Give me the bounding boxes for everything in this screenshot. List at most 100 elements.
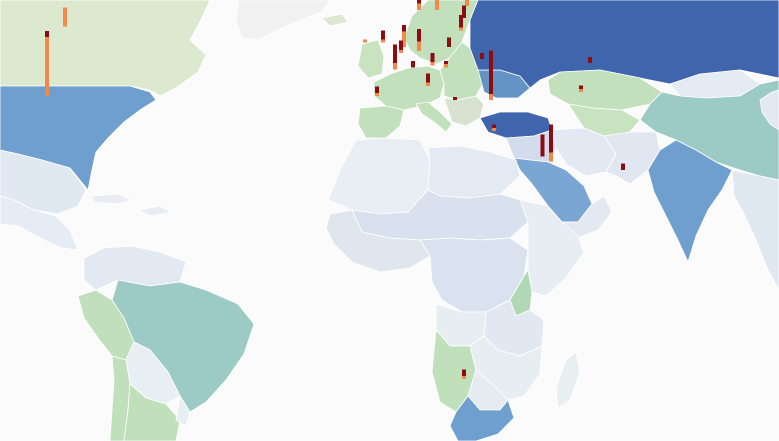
bar-ireland-secondary [363,39,367,43]
bar-turkey-primary [489,50,493,94]
bar-baltic-primary [459,14,463,28]
bar-france-secondary [393,63,397,70]
bar-sweden-secondary [435,0,439,10]
bar-ukraine-primary [480,52,484,60]
bar-usa-primary [45,30,49,38]
bar-israel-secondary [492,127,496,131]
bar-finland[interactable] [465,0,469,6]
region-uk-ireland[interactable] [357,39,385,79]
bar-austria-secondary [430,62,435,66]
bar-netherlands-secondary [402,31,406,47]
bar-south-africa[interactable] [462,369,466,379]
bar-turkey-secondary [489,93,493,101]
bar-italy[interactable] [426,73,430,86]
bar-canada[interactable] [63,7,67,27]
bar-spain-primary [375,86,379,93]
bar-italy-primary [426,73,430,83]
bar-india-primary [621,163,625,170]
bar-austria-primary [430,52,435,63]
bars-layer [45,0,625,379]
bar-uzbekistan[interactable] [579,85,583,92]
region-iberia[interactable] [357,105,405,139]
bar-qatar[interactable] [540,134,545,157]
region-afghanistan-pakistan[interactable] [603,131,661,185]
region-argentina[interactable] [123,383,181,441]
bar-germany-secondary [417,41,421,51]
bar-hungary-secondary [444,64,448,68]
region-brazil[interactable] [111,279,255,413]
bar-poland[interactable] [447,37,451,47]
bar-uk-secondary [381,39,385,43]
region-balkans[interactable] [443,95,485,127]
bar-ireland[interactable] [363,39,367,43]
bar-belgium-secondary [399,49,403,53]
bar-uk[interactable] [381,30,385,43]
bar-israel-primary [492,124,496,128]
bar-uzbekistan-secondary [579,88,583,92]
bar-usa[interactable] [45,30,49,96]
bar-uzbekistan-primary [579,85,583,89]
bar-finland-secondary [465,0,469,6]
bar-uae-primary [549,124,553,153]
bar-hungary-primary [444,61,448,65]
bar-germany[interactable] [417,29,421,51]
bar-israel[interactable] [492,124,496,131]
region-central-america[interactable] [0,195,79,251]
bar-italy-secondary [426,82,430,86]
region-india[interactable] [647,139,733,263]
region-southeast-asia[interactable] [731,169,779,291]
region-iceland[interactable] [321,13,349,27]
region-chile[interactable] [109,355,131,441]
bar-baltic[interactable] [459,14,463,31]
bar-spain[interactable] [375,86,379,96]
region-caribbean[interactable] [91,193,133,205]
bar-qatar-primary [540,134,545,157]
bar-belgium-primary [399,40,403,50]
bar-sweden[interactable] [435,0,439,10]
region-japan-korea[interactable] [759,89,779,131]
region-uruguay[interactable] [175,395,191,427]
bar-turkey[interactable] [489,50,493,101]
bar-india[interactable] [621,163,625,170]
bar-norway[interactable] [417,0,421,10]
bar-netherlands[interactable] [402,25,406,47]
bar-uk-primary [381,30,385,40]
bar-hungary[interactable] [444,61,448,68]
region-canada[interactable] [0,0,211,97]
bar-ukraine[interactable] [480,52,484,60]
bar-estonia[interactable] [462,5,466,19]
region-horn-of-africa[interactable] [519,199,585,297]
bar-germany-primary [417,29,421,42]
bar-norway-secondary [417,3,421,10]
bar-france[interactable] [393,44,397,70]
bar-switzerland[interactable] [411,61,415,68]
region-caribbean-east[interactable] [137,205,173,217]
bar-greece[interactable] [453,97,457,101]
bar-estonia-primary [462,5,466,19]
bar-uae[interactable] [549,124,553,162]
bar-netherlands-primary [402,25,406,32]
bar-uae-secondary [549,152,553,162]
bar-spain-secondary [375,92,379,96]
bar-norway-primary [417,0,421,4]
bar-austria[interactable] [430,52,435,66]
region-italy[interactable] [415,101,453,133]
bar-south-africa-primary [462,369,466,376]
bar-greece-primary [453,97,457,101]
bar-poland-primary [447,37,451,47]
bar-canada-secondary [63,7,67,27]
region-madagascar[interactable] [555,351,581,409]
region-greenland[interactable] [235,0,331,41]
bar-france-primary [393,44,397,64]
bar-belgium[interactable] [399,40,403,53]
bar-usa-secondary [45,37,49,96]
region-west-africa-coast[interactable] [325,209,431,273]
bar-kazakhstan-primary [588,57,592,64]
bar-baltic-secondary [459,27,463,31]
bar-switzerland-primary [411,61,415,68]
bar-south-africa-secondary [462,375,466,379]
bar-kazakhstan[interactable] [588,57,592,64]
region-south-africa[interactable] [449,395,515,441]
